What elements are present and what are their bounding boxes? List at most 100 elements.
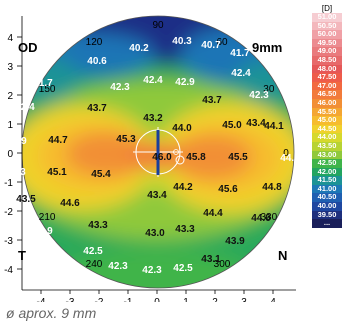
- x-tick-label: 3: [241, 297, 247, 302]
- legend-swatch: 48.00: [312, 64, 342, 74]
- power-reading: 42.3: [108, 261, 128, 272]
- color-scale-legend: [D] 51.00 50.50 50.00 49.50 49.00 48.50 48.00 4…: [312, 4, 342, 228]
- legend-swatch: 43.00: [312, 150, 342, 160]
- power-reading: 44.6: [60, 198, 80, 209]
- meridian-label: 90: [152, 20, 164, 31]
- y-tick-label: 4: [7, 33, 13, 44]
- y-tick-label: 0: [7, 149, 13, 160]
- power-reading: 45.1: [47, 167, 67, 178]
- power-reading: 45.5: [228, 152, 248, 163]
- legend-swatch: 46.00: [312, 98, 342, 108]
- power-reading: 43.3: [175, 224, 195, 235]
- power-reading: 43.9: [225, 236, 245, 247]
- meridian-label: 120: [86, 37, 103, 48]
- power-reading: 44.2: [173, 182, 193, 193]
- legend-swatch: 42.50: [312, 158, 342, 168]
- power-reading: 45.3: [116, 134, 136, 145]
- power-reading: 43.0: [145, 228, 165, 239]
- legend-swatch: ...: [312, 219, 342, 228]
- power-reading: 42.9: [33, 226, 53, 237]
- legend-swatch: 49.50: [312, 38, 342, 48]
- legend-swatch: 41.50: [312, 176, 342, 185]
- power-reading: 42.9: [7, 136, 27, 147]
- power-reading: 42.3: [142, 265, 162, 276]
- power-reading: 44.6: [251, 213, 271, 224]
- power-reading: 45.0: [222, 120, 242, 131]
- y-tick-label: -4: [4, 265, 13, 276]
- power-reading: 43.7: [87, 103, 107, 114]
- power-reading: 44.1: [264, 121, 284, 132]
- power-reading: 40.6: [87, 56, 107, 67]
- power-reading: 42.3: [249, 90, 269, 101]
- pupil-center-marker: [133, 127, 185, 177]
- power-reading: 45.4: [91, 169, 111, 180]
- diameter-caption: ø aprox. 9 mm: [6, 305, 97, 321]
- power-reading: 43.2: [143, 113, 163, 124]
- legend-swatch: 42.00: [312, 167, 342, 177]
- legend-swatch: 51.00: [312, 12, 342, 22]
- power-reading: 42.5: [83, 246, 103, 257]
- power-reading: 40.3: [172, 36, 192, 47]
- meridian-label: 210: [39, 212, 56, 223]
- power-reading: 41.7: [230, 48, 250, 59]
- y-tick-label: 3: [7, 62, 13, 73]
- x-tick-label: -3: [66, 297, 75, 302]
- legend-swatch: 45.00: [312, 116, 342, 125]
- power-reading: 44.8: [262, 182, 282, 193]
- nasal-label: N: [278, 248, 287, 263]
- power-reading: 41.7: [33, 78, 53, 89]
- power-reading: 42.4: [231, 68, 251, 79]
- legend-swatch: 41.00: [312, 184, 342, 194]
- power-reading: 43.3: [88, 220, 108, 231]
- x-tick-label: -2: [95, 297, 104, 302]
- power-reading: 46.0: [152, 152, 172, 163]
- power-reading: 44.4: [203, 208, 223, 219]
- meridian-label: 30: [263, 84, 275, 95]
- legend-swatch: 44.00: [312, 133, 342, 142]
- y-tick-label: 1: [7, 120, 13, 131]
- power-reading: 44.0: [172, 123, 192, 134]
- power-readings: 40.2 40.3 40.7 40.6 41.7 41.7 42.3 42.4 42.9 42.4…: [6, 36, 300, 276]
- temporal-label: T: [18, 248, 26, 263]
- meridian-label: 300: [214, 259, 231, 270]
- legend-unit: [D]: [321, 4, 333, 13]
- legend-swatch: 49.00: [312, 47, 342, 56]
- meridian-label: 240: [86, 259, 103, 270]
- legend-swatch: 50.00: [312, 30, 342, 39]
- y-tick-label: -1: [4, 178, 13, 189]
- x-tick-label: -4: [37, 297, 46, 302]
- power-reading: 45.6: [218, 184, 238, 195]
- power-reading: 43.5: [16, 194, 36, 205]
- legend-swatch: 47.50: [312, 73, 342, 82]
- meridian-label: 60: [216, 37, 228, 48]
- x-tick-label: 4: [270, 297, 276, 302]
- legend-swatch: 43.50: [312, 141, 342, 151]
- power-reading: 43.4: [147, 190, 167, 201]
- power-reading: 43.3: [6, 167, 26, 178]
- legend-swatch: 50.50: [312, 21, 342, 31]
- x-tick-label: 2: [212, 297, 218, 302]
- power-reading: 45.8: [186, 152, 206, 163]
- power-reading: 44.7: [48, 135, 68, 146]
- y-tick-label: 2: [7, 91, 13, 102]
- legend-swatch: 39.50: [312, 210, 342, 220]
- x-tick-label: 0: [154, 297, 160, 302]
- meridian-label: 0: [283, 148, 289, 159]
- power-reading: 43.4: [246, 118, 266, 129]
- legend-swatch: 46.50: [312, 90, 342, 99]
- meridian-label: 150: [39, 84, 56, 95]
- y-tick-label: -2: [4, 207, 13, 218]
- eye-label-od: OD: [18, 40, 38, 55]
- power-reading: 43.7: [202, 95, 222, 106]
- power-reading: 42.3: [110, 82, 130, 93]
- legend-swatch: 40.50: [312, 193, 342, 203]
- power-reading: 42.9: [175, 77, 195, 88]
- legend-swatch: 45.50: [312, 107, 342, 117]
- power-reading: 43.1: [201, 254, 221, 265]
- y-tick-label: -3: [4, 236, 13, 247]
- power-reading: 42.4: [15, 102, 35, 113]
- power-reading: 40.2: [129, 43, 149, 54]
- legend-swatch: 47.00: [312, 81, 342, 91]
